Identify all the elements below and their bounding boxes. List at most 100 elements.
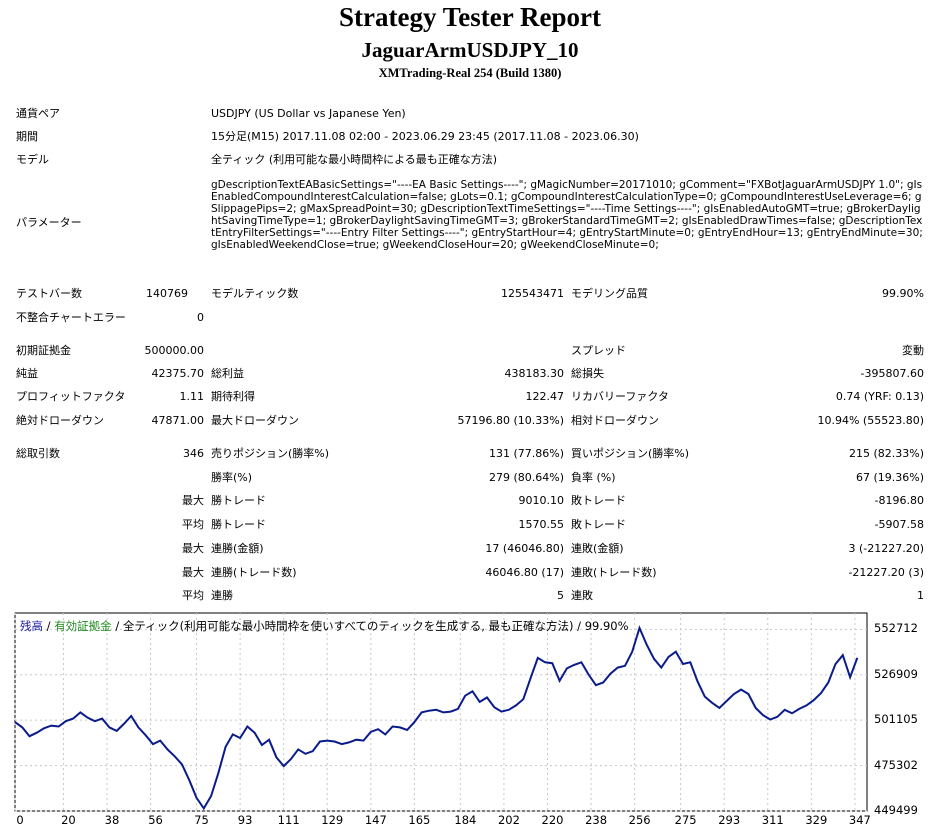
pf-label: プロフィットファクタ (16, 390, 126, 403)
winrate-value: 279 (80.64%) (488, 471, 564, 484)
legend-separator: / (43, 619, 55, 633)
consec-win-count-label: 連勝(トレード数) (211, 566, 297, 579)
avg-loss-value: -5907.58 (874, 518, 924, 531)
recovery-label: リカバリーファクタ (571, 390, 669, 403)
consec-loss-value: 1 (917, 589, 924, 602)
x-tick-label: 329 (805, 813, 828, 827)
avg-win-label: 勝トレード (211, 518, 266, 531)
x-tick-label: 20 (61, 813, 76, 827)
model-label: モデル (16, 153, 49, 166)
symbol-value: USDJPY (US Dollar vs Japanese Yen) (211, 107, 406, 120)
max-consec-count-prefix: 最大 (182, 566, 204, 579)
avg-win-value: 1570.55 (518, 518, 565, 531)
chart-grid (14, 613, 867, 812)
mismatch-label: 不整合チャートエラー (16, 311, 126, 324)
max-win-value: 9010.10 (518, 494, 565, 507)
ticks-value: 125543471 (501, 287, 564, 300)
x-tick-label: 256 (628, 813, 651, 827)
x-tick-label: 347 (848, 813, 871, 827)
pf-value: 1.11 (179, 390, 205, 403)
params-label: パラメーター (16, 216, 82, 229)
consec-win-amount-label: 連勝(金額) (211, 542, 264, 555)
server-info: XMTrading-Real 254 (Build 1380) (378, 66, 562, 80)
trades-label: 総取引数 (16, 447, 60, 460)
symbol-label: 通貨ペア (16, 107, 60, 120)
y-tick-label: 475302 (874, 757, 918, 772)
recovery-value: 0.74 (YRF: 0.13) (835, 390, 924, 403)
quality-label: モデリング品質 (571, 287, 648, 300)
lossrate-value: 67 (19.36%) (855, 471, 924, 484)
avg-loss-label: 敗トレード (571, 518, 626, 531)
consec-win-value: 5 (557, 589, 564, 602)
legend-balance: 残高 (20, 619, 43, 633)
y-tick-label: 449499 (874, 803, 918, 817)
trades-value: 346 (183, 447, 204, 460)
max-loss-label: 敗トレード (571, 494, 626, 507)
long-value: 215 (82.33%) (848, 447, 924, 460)
x-tick-label: 38 (104, 813, 120, 827)
consec-win-amount-value: 17 (46046.80) (485, 542, 564, 555)
y-tick-label: 501105 (874, 712, 918, 727)
rel-dd-value: 10.94% (55523.80) (817, 414, 924, 427)
model-value: 全ティック (利用可能な最小時間枠による最も正確な方法) (211, 153, 498, 166)
balance-chart (14, 612, 868, 812)
max-dd-label: 最大ドローダウン (211, 414, 299, 427)
legend-description: / 全ティック(利用可能な最小時間枠を使いすべてのティックを生成する, 最も正確… (111, 619, 629, 633)
bars-label: テストバー数 (16, 287, 82, 300)
x-tick-label: 220 (541, 813, 564, 827)
x-tick-label: 93 (237, 813, 253, 827)
x-tick-label: 238 (585, 813, 608, 827)
chart-legend: 残高 / 有効証拠金 / 全ティック(利用可能な最小時間枠を使いすべてのティック… (20, 618, 629, 634)
gross-loss-value: -395807.60 (860, 367, 924, 380)
spread-label: スプレッド (571, 344, 626, 357)
x-tick-label: 147 (364, 813, 387, 827)
consec-loss-label: 連敗 (571, 589, 593, 602)
long-label: 買いポジション(勝率%) (571, 447, 690, 460)
consec-loss-amount-value: 3 (-21227.20) (848, 542, 924, 555)
gross-profit-value: 438183.30 (504, 367, 565, 380)
avg-trade-prefix: 平均 (182, 518, 204, 531)
expected-value: 122.47 (525, 390, 565, 403)
x-tick-label: 56 (148, 813, 163, 827)
short-value: 131 (77.86%) (488, 447, 564, 460)
x-tick-label: 202 (497, 813, 520, 827)
max-consec-amount-prefix: 最大 (182, 542, 204, 555)
deposit-label: 初期証拠金 (16, 344, 71, 357)
avg-consec-prefix: 平均 (182, 589, 204, 602)
quality-value: 99.90% (882, 287, 924, 300)
max-dd-value: 57196.80 (10.33%) (457, 414, 564, 427)
x-tick-label: 111 (277, 813, 300, 827)
gross-profit-label: 総利益 (211, 367, 244, 380)
balance-line (14, 625, 859, 811)
ticks-label: モデルティック数 (211, 287, 299, 300)
consec-win-count-value: 46046.80 (17) (485, 566, 564, 579)
ea-name: JaguarArmUSDJPY_10 (361, 38, 579, 62)
consec-win-label: 連勝 (211, 589, 233, 602)
x-tick-label: 293 (718, 813, 741, 827)
max-loss-value: -8196.80 (874, 494, 924, 507)
net-value: 42375.70 (151, 367, 205, 380)
expected-label: 期待利得 (211, 390, 255, 403)
mismatch-value: 0 (197, 311, 204, 324)
x-tick-label: 0 (16, 813, 24, 827)
y-tick-label: 526909 (874, 666, 918, 681)
legend-equity: 有効証拠金 (54, 619, 112, 633)
consec-loss-count-value: -21227.20 (3) (848, 566, 924, 579)
abs-dd-label: 絶対ドローダウン (16, 414, 104, 427)
abs-dd-value: 47871.00 (151, 414, 205, 427)
bars-value: 140769 (146, 287, 188, 300)
consec-loss-count-label: 連敗(トレード数) (571, 566, 657, 579)
x-tick-label: 129 (321, 813, 344, 827)
deposit-value: 500000.00 (144, 344, 205, 357)
rel-dd-label: 相対ドローダウン (571, 414, 659, 427)
x-tick-label: 184 (454, 813, 477, 827)
max-win-label: 勝トレード (211, 494, 266, 507)
x-tick-label: 165 (408, 813, 431, 827)
short-label: 売りポジション(勝率%) (211, 447, 330, 460)
max-trade-prefix: 最大 (182, 494, 204, 507)
period-label: 期間 (16, 130, 38, 143)
spread-value: 変動 (902, 344, 924, 357)
gross-loss-label: 総損失 (571, 367, 604, 380)
x-tick-label: 75 (194, 813, 209, 827)
y-tick-label: 552712 (874, 621, 918, 636)
